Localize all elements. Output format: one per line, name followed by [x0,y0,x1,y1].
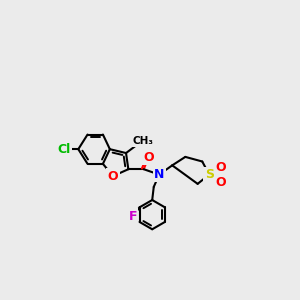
Text: O: O [215,161,226,174]
Text: S: S [205,168,214,181]
Text: CH₃: CH₃ [133,136,154,146]
Text: N: N [154,168,164,181]
Text: O: O [108,169,118,183]
Text: Cl: Cl [58,143,71,156]
Text: O: O [143,151,154,164]
Text: O: O [215,176,226,189]
Text: F: F [129,210,137,223]
